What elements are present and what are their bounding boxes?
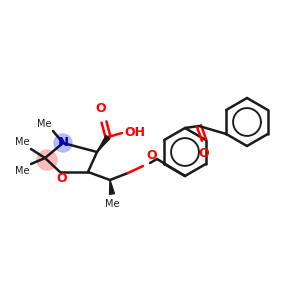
Text: Me: Me — [38, 119, 52, 129]
Text: Me: Me — [14, 137, 29, 147]
Text: O: O — [96, 102, 106, 115]
Text: Me: Me — [105, 199, 119, 209]
Polygon shape — [97, 136, 110, 152]
Text: N: N — [57, 136, 69, 149]
Circle shape — [37, 150, 57, 170]
Text: O: O — [199, 147, 209, 160]
Circle shape — [54, 134, 72, 152]
Text: Me: Me — [14, 166, 29, 176]
Text: O: O — [146, 149, 157, 162]
Text: OH: OH — [124, 125, 145, 139]
Polygon shape — [110, 180, 115, 194]
Text: O: O — [57, 172, 67, 185]
